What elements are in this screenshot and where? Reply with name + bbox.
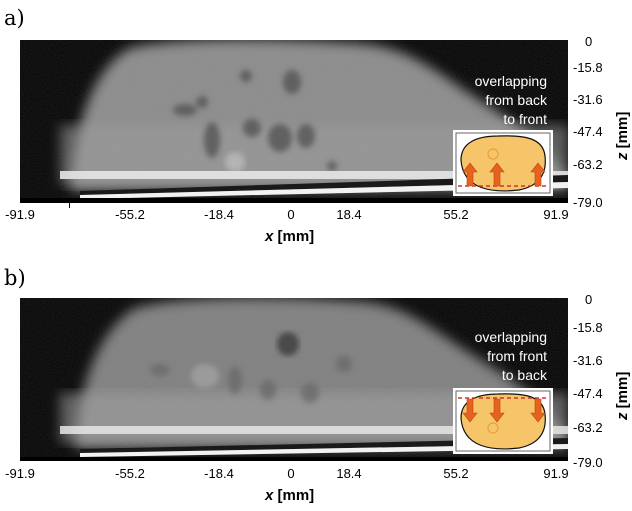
overlay-line-1: overlapping (474, 73, 547, 89)
panel-a-x-tick: -18.4 (204, 207, 234, 222)
panel-a-x-tick: 55.2 (443, 207, 469, 222)
panel-b-label: b) (4, 266, 26, 290)
panel-a-x-tick: 91.9 (543, 207, 569, 222)
panel-b-x-tick: 91.9 (543, 466, 569, 481)
panel-b-x-tick: 0 (287, 466, 295, 481)
x-axis-variable: x (265, 228, 274, 245)
panel-a-z-tick: -63.2 (573, 157, 603, 172)
panel-b-z-tick: -15.8 (573, 320, 603, 335)
z-axis-unit: [mm] (614, 371, 631, 409)
overlay-line-1: overlapping (474, 329, 547, 345)
overlay-line-3: to back (501, 367, 547, 383)
z-axis-variable: z (614, 152, 631, 161)
down-arrow-icons (462, 398, 546, 423)
panel-b-x-axis-label: x [mm] (265, 487, 314, 504)
x-axis-unit: [mm] (277, 228, 315, 245)
panel-b-z-axis-label: z [mm] (614, 372, 631, 420)
panel-a-z-axis-label: z [mm] (614, 112, 631, 160)
panel-b-inset-svg (453, 388, 553, 454)
target-marker (487, 148, 499, 160)
panel-b-z-tick: -31.6 (573, 353, 603, 368)
panel-b-x-tick: -18.4 (204, 466, 234, 481)
panel-a-x-axis-label: x [mm] (265, 228, 314, 245)
panel-a-x-tick: 0 (287, 207, 295, 222)
z-axis-variable: z (614, 412, 631, 421)
panel-a-z-tick: -31.6 (573, 92, 603, 107)
z-axis-unit: [mm] (614, 111, 631, 149)
target-marker (487, 422, 499, 434)
panel-b-x-tick: 55.2 (443, 466, 469, 481)
up-arrow-icons (462, 162, 546, 187)
panel-b-x-tick: -55.2 (115, 466, 145, 481)
panel-a-x-tick: -91.9 (5, 207, 35, 222)
panel-b-x-tick: 18.4 (336, 466, 362, 481)
panel-a-z-tick: -15.8 (573, 60, 603, 75)
panel-a-overlay-text: overlapping from back to front (475, 72, 547, 129)
panel-a-x-tick: -55.2 (115, 207, 145, 222)
panel-b-z-tick: -63.2 (573, 420, 603, 435)
panel-a-z-tick: 0 (585, 34, 593, 49)
phantom-outline (460, 135, 546, 192)
panel-a-x-tick-left (69, 203, 70, 208)
overlay-line-3: to front (503, 111, 547, 127)
panel-b-z-tick: 0 (585, 292, 593, 307)
panel-a-z-tick: -47.4 (573, 124, 603, 139)
x-axis-variable: x (265, 487, 274, 504)
panel-b-z-tick: -47.4 (573, 386, 603, 401)
panel-b-overlay-text: overlapping from front to back (475, 328, 547, 385)
panel-a-inset (453, 130, 553, 196)
panel-b-z-tick: -79.0 (573, 455, 603, 470)
panel-a-label: a) (4, 6, 25, 30)
panel-a-inset-svg (453, 130, 553, 196)
panel-a-x-tick: 18.4 (336, 207, 362, 222)
overlay-line-2: from front (487, 348, 547, 364)
panel-b-image (20, 298, 568, 461)
x-axis-unit: [mm] (277, 487, 315, 504)
panel-b-scan-svg (20, 298, 568, 461)
phantom-outline (460, 393, 546, 450)
panel-a-z-tick: -79.0 (573, 195, 603, 210)
overlay-line-2: from back (485, 92, 547, 108)
panel-b-inset (453, 388, 553, 454)
panel-b-x-tick: -91.9 (5, 466, 35, 481)
